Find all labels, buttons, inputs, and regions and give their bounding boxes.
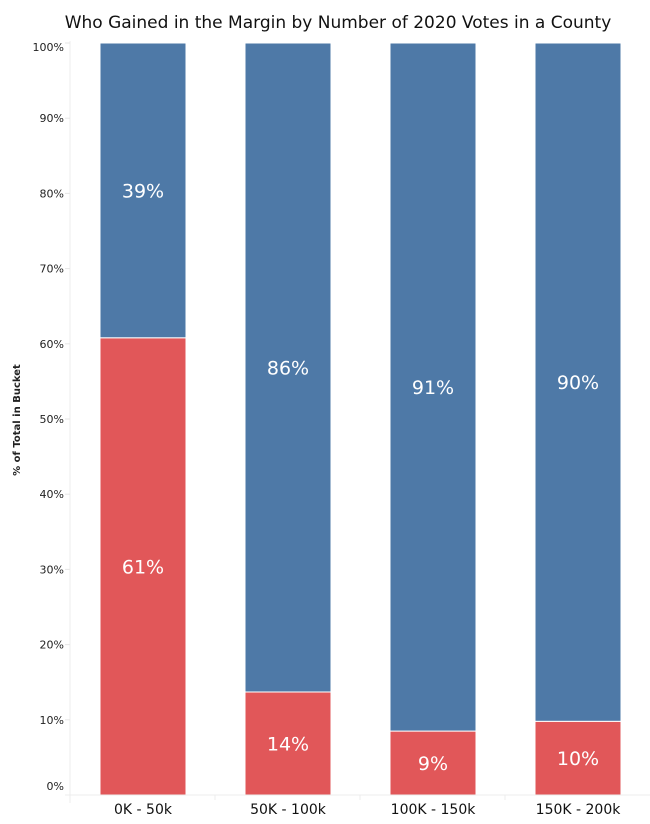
data-label: 90% [557,372,599,394]
bar-segment-blue [244,42,332,693]
y-tick-label: 60% [40,338,64,351]
bar-segment-blue [534,42,622,722]
bar-stack: 14% 86% [244,42,332,796]
data-label: 86% [267,357,309,379]
bar-segment-red [534,720,622,796]
bar-stack: 9% 91% [389,42,477,796]
y-axis: 0% 10% 20% 30% 40% 50% 60% 70% 80% 90% 100% [33,41,71,803]
y-axis-title: % of Total in Bucket [12,364,23,476]
x-tick-label: 0K - 50k [114,802,173,818]
y-tick-label: 100% [33,41,64,54]
x-axis: 0K - 50k 50K - 100k 100K - 150k 150K - 200k [65,794,650,818]
y-tick-label: 50% [40,413,64,426]
data-label: 39% [122,180,164,202]
chart-title: Who Gained in the Margin by Number of 20… [65,13,612,33]
data-label: 10% [557,748,599,770]
y-tick-label: 90% [40,112,64,125]
y-tick-label: 10% [40,714,64,727]
y-tick-label: 0% [47,780,64,793]
bar-stack: 10% 90% [534,42,622,796]
data-label: 14% [267,733,309,755]
data-label: 91% [412,377,454,399]
y-tick-label: 30% [40,563,64,576]
x-tick-label: 150K - 200k [536,802,622,818]
x-tick-label: 50K - 100k [250,802,327,818]
data-label: 9% [418,753,448,775]
bar-segment-blue [389,42,477,732]
y-tick-label: 80% [40,187,64,200]
data-label: 61% [122,556,164,578]
bar-stack: 61% 39% [99,42,187,796]
y-tick-label: 20% [40,639,64,652]
x-tick-label: 100K - 150k [391,802,477,818]
bar-segment-red [99,337,187,796]
bars: 61% 39% 14% 86% 9% 91% 10% 90% [99,42,622,796]
bar-segment-blue [99,42,187,339]
y-tick-label: 70% [40,263,64,276]
y-tick-label: 40% [40,488,64,501]
